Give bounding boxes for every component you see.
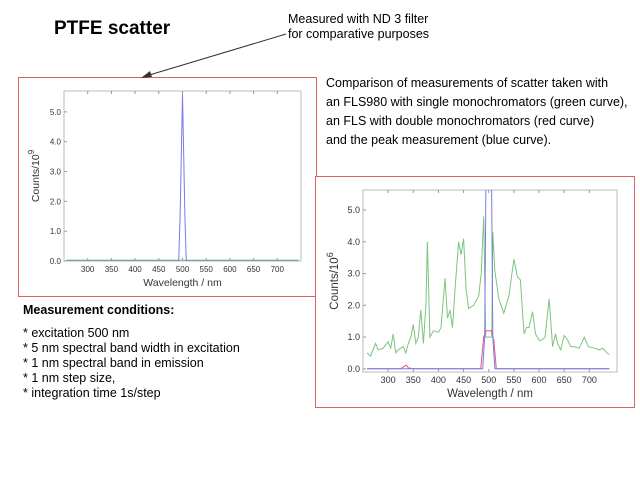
x-tick-label: 350 (105, 265, 119, 274)
y-axis-label: Counts/106 (325, 252, 341, 309)
x-tick-label: 350 (406, 375, 421, 385)
description-line: an FLS with double monochromators (red c… (326, 114, 595, 128)
y-axis-label: Counts/109 (27, 149, 42, 202)
y-tick-label: 0.0 (50, 257, 62, 266)
condition-item: * excitation 500 nm (23, 326, 130, 340)
series-line-blue (66, 93, 299, 261)
description-line: an FLS980 with single monochromators (gr… (326, 95, 628, 109)
y-tick-label: 4.0 (50, 138, 62, 147)
x-tick-label: 700 (582, 375, 597, 385)
description: Comparison of measurements of scatter ta… (326, 74, 628, 150)
series-line-blue (367, 190, 610, 370)
y-tick-label: 5.0 (347, 205, 360, 215)
chart-frame-right: 300 350 400 450 500 550 600 650 700 0.0 1.0 2.0 3.0 4… (315, 176, 635, 408)
x-tick-label: 500 (176, 265, 190, 274)
chart-peak: 300 350 400 450 500 550 600 650 700 0.0 1.0 2.0 3.0 4… (27, 90, 302, 289)
y-tick-label: 4.0 (347, 237, 360, 247)
x-tick-label: 500 (481, 375, 496, 385)
plot-area (362, 189, 618, 373)
x-tick-label: 600 (532, 375, 547, 385)
x-tick-label: 650 (247, 265, 261, 274)
x-tick-label: 650 (557, 375, 572, 385)
y-tick-label: 1.0 (347, 332, 360, 342)
measurement-conditions: Measurement conditions: * excitation 500… (23, 303, 240, 401)
y-tick-label: 5.0 (50, 108, 62, 117)
chart-comparison: 300 350 400 450 500 550 600 650 700 0.0 1.0 2.0 3.0 4… (325, 189, 618, 400)
y-tick-label: 1.0 (50, 227, 62, 236)
y-tick-label: 2.0 (50, 197, 62, 206)
x-tick-label: 600 (223, 265, 237, 274)
x-tick-label: 450 (456, 375, 471, 385)
y-axis-label-exponent: 6 (325, 252, 335, 257)
x-axis-label: Wavelength / nm (143, 277, 222, 289)
y-tick-label: 3.0 (50, 168, 62, 177)
x-tick-label: 300 (81, 265, 95, 274)
series-line-green (366, 216, 610, 357)
annotation-note: Measured with ND 3 filter for comparativ… (288, 12, 429, 42)
x-tick-label: 550 (506, 375, 521, 385)
y-axis-label-exponent: 9 (27, 149, 36, 154)
x-tick-label: 450 (152, 265, 166, 274)
x-tick-label: 400 (128, 265, 142, 274)
slide-title: PTFE scatter (54, 18, 171, 39)
x-tick-label: 700 (271, 265, 285, 274)
conditions-heading: Measurement conditions: (23, 303, 175, 317)
annotation-line: Measured with ND 3 filter (288, 12, 429, 26)
description-line: and the peak measurement (blue curve). (326, 133, 552, 147)
y-tick-label: 0.0 (347, 364, 360, 374)
chart-frame-left: 300 350 400 450 500 550 600 650 700 0.0 1.0 2.0 3.0 4… (18, 77, 317, 297)
x-axis-label: Wavelength / nm (447, 388, 533, 400)
condition-item: * 5 nm spectral band width in excitation (23, 341, 240, 355)
y-tick-label: 3.0 (347, 269, 360, 279)
condition-item: * integration time 1s/step (23, 386, 161, 400)
x-tick-label: 550 (200, 265, 214, 274)
x-tick-label: 400 (431, 375, 446, 385)
condition-item: * 1 nm spectral band in emission (23, 356, 204, 370)
y-tick-label: 2.0 (347, 300, 360, 310)
condition-item: * 1 nm step size, (23, 371, 116, 385)
description-line: Comparison of measurements of scatter ta… (326, 76, 609, 90)
annotation-line: for comparative purposes (288, 27, 430, 41)
x-tick-label: 300 (381, 375, 396, 385)
